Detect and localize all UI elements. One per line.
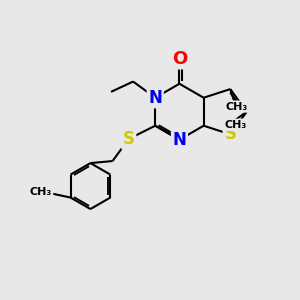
Text: S: S (123, 130, 135, 148)
Text: S: S (224, 125, 236, 143)
Text: O: O (172, 50, 187, 68)
Text: CH₃: CH₃ (30, 187, 52, 197)
Text: CH₃: CH₃ (226, 102, 248, 112)
Text: CH₃: CH₃ (224, 120, 247, 130)
Text: N: N (172, 131, 186, 149)
Text: N: N (148, 89, 162, 107)
